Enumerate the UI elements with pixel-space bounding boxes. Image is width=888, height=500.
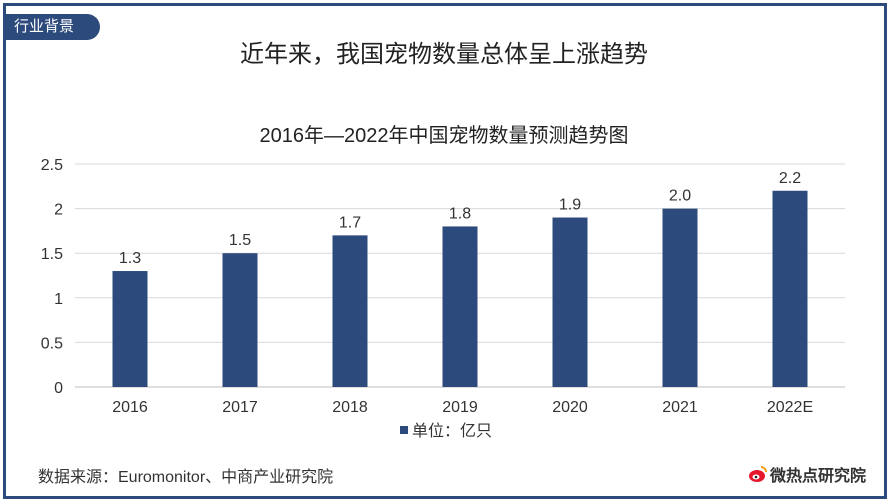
x-tick-label: 2018	[332, 399, 368, 416]
data-label: 2.2	[779, 170, 801, 187]
x-axis-ticks: 2016 2017 2018 2019 2020 2021 2022E	[112, 399, 813, 416]
data-label: 1.3	[119, 250, 141, 267]
x-tick-label: 2017	[222, 399, 258, 416]
data-label: 1.8	[449, 205, 471, 222]
bar-2017	[222, 253, 258, 387]
brand-logo: 微热点研究院	[748, 462, 866, 486]
slide-headline: 近年来，我国宠物数量总体呈上涨趋势	[240, 41, 648, 68]
bar-2019	[442, 226, 478, 387]
bar-2021	[662, 208, 698, 387]
brand-name: 微热点研究院	[770, 468, 867, 485]
bar-2016	[112, 271, 148, 387]
data-label: 1.7	[339, 214, 361, 231]
y-tick-label: 1	[54, 291, 63, 308]
y-tick-label: 0.5	[41, 335, 63, 352]
bar-2020	[552, 217, 588, 387]
bar-chart: 2016年—2022年中国宠物数量预测趋势图 00.511.522.5 1.31…	[41, 124, 845, 440]
data-label: 2.0	[669, 188, 691, 205]
bars	[112, 190, 808, 387]
x-tick-label: 2016	[112, 399, 148, 416]
weibo-icon	[749, 466, 767, 482]
data-labels: 1.3 1.5 1.7 1.8 1.9 2.0 2.2	[119, 170, 801, 267]
x-tick-label: 2021	[662, 399, 698, 416]
y-axis-ticks: 0 0.5 1 1.5 2 2.5	[41, 157, 63, 397]
slide-frame	[3, 3, 887, 499]
bar-2018	[332, 235, 368, 387]
y-tick-label: 1.5	[41, 246, 63, 263]
y-tick-label: 0	[54, 380, 63, 397]
x-tick-label: 2022E	[767, 399, 813, 416]
section-tag: 行业背景	[4, 14, 101, 40]
x-tick-label: 2020	[552, 399, 588, 416]
y-tick-label: 2	[54, 202, 63, 219]
chart-title: 2016年—2022年中国宠物数量预测趋势图	[260, 124, 629, 147]
legend-label: 单位：亿只	[412, 422, 492, 440]
y-tick-label: 2.5	[41, 157, 63, 174]
legend-swatch	[400, 426, 408, 434]
bar-2022E	[772, 190, 808, 387]
data-label: 1.9	[559, 197, 581, 214]
legend: 单位：亿只	[400, 422, 492, 440]
data-label: 1.5	[229, 232, 251, 249]
data-source: 数据来源：Euromonitor、中商产业研究院	[38, 469, 334, 486]
x-tick-label: 2019	[442, 399, 478, 416]
